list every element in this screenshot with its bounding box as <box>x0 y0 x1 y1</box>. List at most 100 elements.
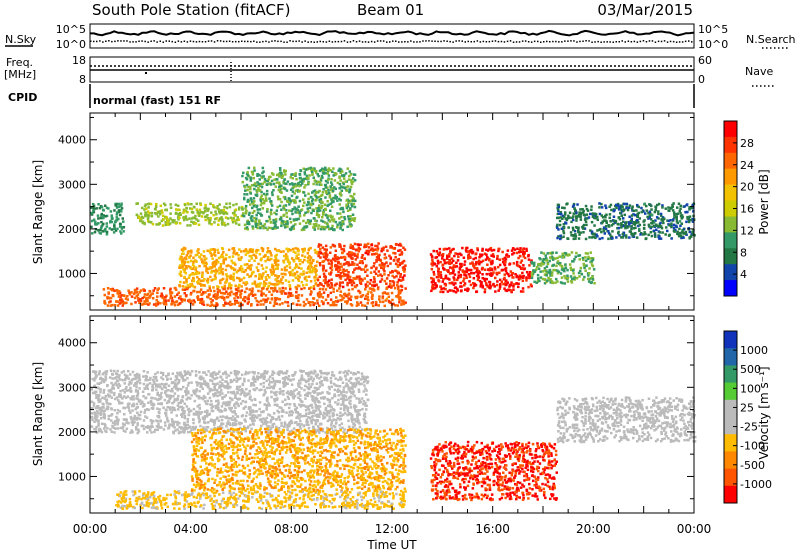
heatmap-cell <box>587 255 590 259</box>
heatmap-cell <box>165 294 168 297</box>
heatmap-cell <box>583 275 586 279</box>
nsearch-point <box>283 41 285 43</box>
heatmap-cell <box>321 429 325 433</box>
heatmap-cell <box>173 303 177 307</box>
heatmap-cell <box>326 214 330 218</box>
nsearch-point <box>96 40 98 43</box>
heatmap-cell <box>280 406 283 410</box>
heatmap-cell <box>572 202 576 206</box>
heatmap-cell <box>302 177 306 181</box>
heatmap-cell <box>128 291 131 295</box>
heatmap-cell <box>90 415 93 419</box>
heatmap-cell <box>397 278 401 281</box>
heatmap-cell <box>507 273 510 276</box>
heatmap-cell <box>355 284 359 287</box>
heatmap-cell <box>358 261 362 264</box>
heatmap-cell <box>269 211 273 214</box>
heatmap-cell <box>227 420 230 423</box>
nsearch-point <box>298 40 300 42</box>
heatmap-cell <box>568 216 571 219</box>
heatmap-cell <box>650 221 653 225</box>
heatmap-cell <box>561 214 565 218</box>
heatmap-cell <box>200 211 203 214</box>
heatmap-cell <box>366 280 369 284</box>
heatmap-cell <box>340 295 344 298</box>
heatmap-cell <box>248 264 251 268</box>
heatmap-cell <box>453 278 456 282</box>
nsearch-point <box>479 41 482 43</box>
heatmap-cell <box>693 234 696 237</box>
heatmap-cell <box>355 276 358 280</box>
heatmap-cell <box>386 292 390 295</box>
heatmap-cell <box>487 268 490 271</box>
heatmap-cell <box>195 202 198 205</box>
heatmap-cell <box>308 275 311 278</box>
heatmap-cell <box>346 252 349 256</box>
heatmap-cell <box>435 264 439 268</box>
heatmap-cell <box>478 279 482 283</box>
heatmap-cell <box>675 225 678 229</box>
heatmap-cell <box>369 271 373 274</box>
heatmap-cell <box>145 297 148 300</box>
heatmap-cell <box>245 172 249 175</box>
heatmap-cell <box>297 182 300 185</box>
heatmap-cell <box>431 283 435 287</box>
heatmap-cell <box>265 416 269 420</box>
heatmap-cell <box>375 266 378 270</box>
heatmap-cell <box>392 302 395 306</box>
heatmap-cell <box>457 274 460 277</box>
heatmap-cell <box>299 176 302 180</box>
heatmap-cell <box>90 211 93 215</box>
heatmap-cell <box>160 209 164 212</box>
heatmap-cell <box>369 248 373 252</box>
heatmap-cell <box>337 394 341 397</box>
heatmap-cell <box>234 284 237 287</box>
heatmap-cell <box>315 269 318 272</box>
heatmap-cell <box>555 251 558 254</box>
heatmap-cell <box>373 277 376 281</box>
heatmap-cell <box>192 273 196 276</box>
nsearch-point <box>476 40 479 42</box>
heatmap-cell <box>374 283 378 287</box>
heatmap-cell <box>158 210 162 213</box>
heatmap-cell <box>117 210 120 214</box>
heatmap-cell <box>473 282 476 286</box>
heatmap-cell <box>329 266 332 270</box>
heatmap-cell <box>176 208 180 212</box>
heatmap-cell <box>246 228 249 231</box>
heatmap-cell <box>645 204 648 208</box>
heatmap-cell <box>348 281 352 284</box>
heatmap-cell <box>400 288 404 292</box>
heatmap-cell <box>179 273 182 276</box>
heatmap-cell <box>107 207 110 210</box>
cbar-segment <box>724 280 737 297</box>
heatmap-cell <box>591 277 595 281</box>
heatmap-cell <box>176 382 180 385</box>
heatmap-cell <box>570 234 573 237</box>
heatmap-cell <box>444 261 447 265</box>
heatmap-cell <box>624 223 627 226</box>
heatmap-cell <box>270 271 274 274</box>
heatmap-cell <box>120 202 123 205</box>
heatmap-cell <box>630 221 633 225</box>
heatmap-cell <box>339 427 342 431</box>
heatmap-cell <box>323 274 327 278</box>
heatmap-cell <box>648 203 651 206</box>
heatmap-cell <box>611 230 614 233</box>
heatmap-cell <box>183 426 187 430</box>
heatmap-cell <box>196 281 199 284</box>
heatmap-cell <box>185 207 188 210</box>
heatmap-cell <box>442 278 445 281</box>
heatmap-cell <box>589 257 592 260</box>
heatmap-cell <box>141 390 145 393</box>
heatmap-cell <box>465 267 468 270</box>
heatmap-cell <box>498 271 501 274</box>
heatmap-cell <box>632 227 636 230</box>
heatmap-cell <box>222 262 225 265</box>
heatmap-cell <box>525 277 528 280</box>
heatmap-cell <box>648 210 651 213</box>
heatmap-cell <box>492 255 495 258</box>
heatmap-cell <box>501 260 505 264</box>
heatmap-cell <box>284 292 288 295</box>
heatmap-cell <box>258 274 261 278</box>
